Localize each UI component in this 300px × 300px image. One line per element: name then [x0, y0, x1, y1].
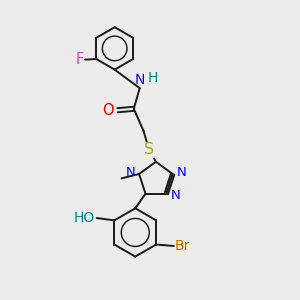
Text: HO: HO — [74, 211, 95, 225]
Text: F: F — [76, 52, 84, 67]
Text: Br: Br — [175, 239, 190, 253]
Text: N: N — [126, 166, 136, 179]
Text: H: H — [148, 71, 158, 85]
Text: S: S — [144, 142, 154, 158]
Text: N: N — [134, 73, 145, 87]
Text: O: O — [103, 103, 114, 118]
Text: N: N — [171, 189, 180, 202]
Text: N: N — [177, 166, 187, 179]
